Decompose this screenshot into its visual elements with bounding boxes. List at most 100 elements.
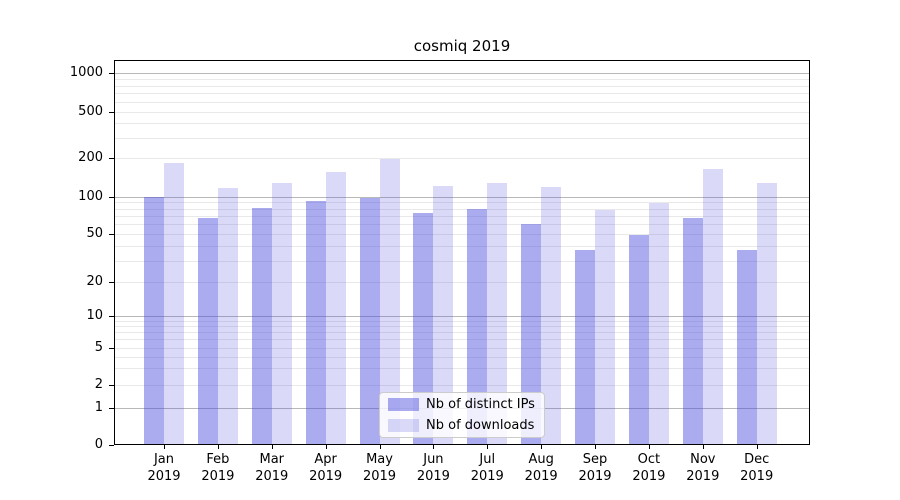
x-tick-mark	[541, 445, 542, 449]
y-tick-mark	[109, 385, 114, 386]
minor-gridline	[115, 357, 809, 358]
bar-downloads-jul-2019	[487, 183, 508, 444]
y-tick-mark	[109, 234, 114, 235]
y-tick-label: 200	[78, 150, 103, 166]
minor-gridline	[115, 368, 809, 369]
minor-gridline	[115, 246, 809, 247]
minor-gridline	[115, 339, 809, 340]
bar-downloads-mar-2019	[271, 182, 292, 444]
legend-item-ips: Nb of distinct IPs	[388, 396, 544, 413]
x-tick-label: Oct 2019	[632, 452, 666, 484]
minor-gridline	[115, 234, 809, 235]
x-tick-mark	[433, 445, 434, 449]
x-tick-mark	[595, 445, 596, 449]
bar-ips-jun-2019	[413, 213, 434, 444]
y-tick-mark	[109, 282, 114, 283]
bar-layer	[115, 61, 809, 444]
bar-ips-dec-2019	[736, 249, 757, 444]
y-tick-label: 50	[86, 226, 103, 242]
y-tick-mark	[109, 445, 114, 446]
bar-downloads-jan-2019	[164, 162, 184, 444]
bar-ips-apr-2019	[305, 200, 326, 444]
x-tick-mark	[757, 445, 758, 449]
bar-downloads-aug-2019	[541, 187, 562, 444]
bar-downloads-may-2019	[379, 159, 400, 444]
y-tick-label: 2	[94, 377, 103, 392]
minor-gridline	[115, 79, 809, 80]
bar-downloads-jun-2019	[433, 186, 454, 444]
x-tick-label: Sep 2019	[578, 452, 612, 484]
plot-area	[114, 60, 810, 445]
minor-gridline	[115, 261, 809, 262]
x-tick-label: Apr 2019	[309, 452, 343, 484]
minor-gridline	[115, 224, 809, 225]
x-tick-label: Feb 2019	[201, 452, 235, 484]
bar-downloads-apr-2019	[325, 171, 346, 444]
x-tick-mark	[272, 445, 273, 449]
y-tick-mark	[109, 316, 114, 317]
major-gridline	[115, 316, 809, 317]
legend-swatch-downloads-icon	[388, 419, 419, 432]
minor-gridline	[115, 321, 809, 322]
x-tick-mark	[649, 445, 650, 449]
y-tick-label: 1000	[69, 65, 103, 81]
minor-gridline	[115, 282, 809, 283]
minor-gridline	[115, 112, 809, 113]
bar-ips-feb-2019	[197, 217, 218, 444]
bar-downloads-oct-2019	[648, 203, 669, 444]
x-tick-mark	[218, 445, 219, 449]
chart-title: cosmiq 2019	[413, 37, 511, 55]
legend-label-downloads: Nb of downloads	[426, 418, 535, 433]
legend-item-downloads: Nb of downloads	[388, 417, 544, 434]
grid-layer	[115, 61, 809, 444]
minor-gridline	[115, 202, 809, 203]
y-tick-label: 5	[94, 339, 103, 355]
y-tick-label: 1	[94, 399, 103, 415]
y-tick-mark	[109, 408, 114, 409]
x-tick-label: Jul 2019	[470, 452, 504, 484]
minor-gridline	[115, 138, 809, 139]
y-tick-label: 0	[94, 436, 103, 452]
y-tick-mark	[109, 158, 114, 159]
minor-gridline	[115, 93, 809, 94]
minor-gridline	[115, 86, 809, 87]
x-tick-mark	[164, 445, 165, 449]
minor-gridline	[115, 123, 809, 124]
minor-gridline	[115, 102, 809, 103]
major-gridline	[115, 73, 809, 74]
y-tick-label: 20	[86, 273, 103, 289]
bar-downloads-sep-2019	[595, 210, 616, 444]
x-tick-label: Jan 2019	[147, 452, 181, 484]
x-tick-mark	[326, 445, 327, 449]
x-tick-label: Aug 2019	[524, 452, 558, 484]
bar-ips-jan-2019	[144, 196, 164, 444]
x-tick-mark	[487, 445, 488, 449]
bar-ips-mar-2019	[251, 208, 272, 444]
y-tick-mark	[109, 73, 114, 74]
bar-ips-aug-2019	[521, 224, 542, 444]
bar-ips-sep-2019	[575, 249, 596, 444]
minor-gridline	[115, 332, 809, 333]
x-tick-label: Mar 2019	[255, 452, 289, 484]
y-tick-label: 500	[78, 103, 103, 119]
y-tick-mark	[109, 348, 114, 349]
y-tick-label: 10	[86, 308, 103, 323]
legend-label-ips: Nb of distinct IPs	[426, 397, 535, 412]
legend: Nb of distinct IPs Nb of downloads	[379, 392, 545, 438]
y-tick-label: 100	[78, 188, 103, 204]
minor-gridline	[115, 348, 809, 349]
x-tick-label: Nov 2019	[686, 452, 720, 484]
minor-gridline	[115, 216, 809, 217]
y-tick-mark	[109, 112, 114, 113]
major-gridline	[115, 197, 809, 198]
x-tick-label: Jun 2019	[416, 452, 450, 484]
bar-downloads-nov-2019	[702, 168, 723, 444]
bar-downloads-feb-2019	[217, 187, 238, 444]
bar-ips-jul-2019	[467, 208, 488, 444]
bar-ips-may-2019	[359, 198, 380, 444]
x-tick-mark	[703, 445, 704, 449]
legend-swatch-ips-icon	[388, 398, 419, 411]
y-tick-mark	[109, 197, 114, 198]
minor-gridline	[115, 385, 809, 386]
